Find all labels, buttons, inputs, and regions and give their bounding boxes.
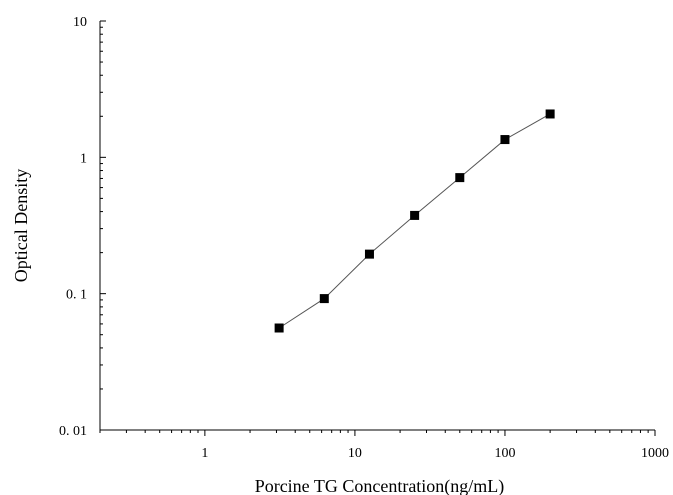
y-axis-title: Optical Density [11,169,31,282]
data-point-marker [500,135,510,145]
y-tick-label: 0. 1 [66,288,87,303]
data-point-marker [319,294,329,304]
data-point-marker [274,323,284,333]
x-tick-label: 1 [201,446,208,461]
data-point-marker [410,210,420,220]
data-point-marker [364,249,374,259]
y-tick-label: 1 [80,151,87,166]
y-tick-label: 0. 01 [59,424,87,439]
x-tick-label: 1000 [641,446,669,461]
series-line [278,113,551,329]
data-point-marker [455,173,465,183]
ticks [99,20,656,436]
plot-area [274,109,555,333]
tick-labels: 1 10 100 1000 0. 01 0. 1 1 10 [59,15,669,461]
x-tick-label: 10 [348,446,362,461]
axes [99,21,655,431]
x-tick-label: 100 [494,446,515,461]
y-tick-label: 10 [73,15,87,30]
data-point-marker [545,109,555,119]
x-axis-title: Porcine TG Concentration(ng/mL) [255,476,505,495]
